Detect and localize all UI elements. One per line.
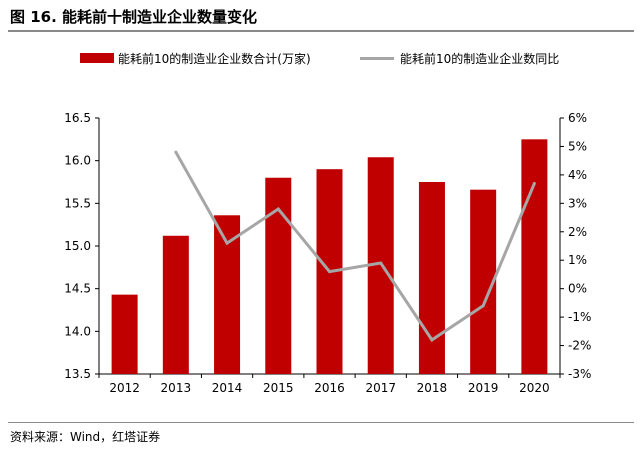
- y-left-tick-label: 15.5: [64, 196, 91, 210]
- y-left-tick-label: 14.5: [64, 282, 91, 296]
- line-point: [430, 338, 434, 342]
- x-tick-label: 2017: [365, 381, 396, 395]
- x-tick-label: 2019: [468, 381, 499, 395]
- line-point: [379, 261, 383, 265]
- line-series-yoy: [174, 151, 536, 342]
- bar: [418, 182, 445, 374]
- legend-label-line: 能耗前10的制造业企业数同比: [400, 52, 560, 66]
- y-left-tick-label: 14.0: [64, 324, 91, 338]
- y-left-tick-label: 15.0: [64, 239, 91, 253]
- bar: [521, 139, 548, 374]
- title-divider: [8, 30, 634, 32]
- line-point: [276, 207, 280, 211]
- legend-swatch-bar: [80, 53, 114, 63]
- x-tick-label: 2012: [109, 381, 140, 395]
- line-point: [174, 150, 178, 154]
- y-right-tick-label: 0%: [568, 282, 587, 296]
- figure-title: 图 16. 能耗前十制造业企业数量变化: [10, 8, 258, 26]
- source-divider: [8, 422, 634, 423]
- source-note: 资料来源：Wind，红塔证券: [10, 430, 161, 444]
- bar: [214, 215, 241, 374]
- y-right-tick-label: 2%: [568, 225, 587, 239]
- y-right-tick-label: 4%: [568, 168, 587, 182]
- y-left-tick-label: 16.5: [64, 111, 91, 125]
- line-point: [532, 181, 536, 185]
- y-right-tick-label: 6%: [568, 111, 587, 125]
- y-right-tick-label: 1%: [568, 253, 587, 267]
- legend-swatch-line: [360, 57, 394, 60]
- x-tick-label: 2020: [519, 381, 550, 395]
- y-right-tick-label: -2%: [568, 339, 591, 353]
- x-tick-label: 2015: [263, 381, 294, 395]
- x-tick-label: 2018: [417, 381, 448, 395]
- x-tick-label: 2013: [161, 381, 192, 395]
- x-tick-label: 2014: [212, 381, 243, 395]
- line-point: [225, 241, 229, 245]
- line-point: [481, 304, 485, 308]
- y-right-tick-label: 3%: [568, 196, 587, 210]
- y-left-tick-label: 13.5: [64, 367, 91, 381]
- y-right-tick-label: -1%: [568, 310, 591, 324]
- bar: [265, 177, 292, 374]
- line-point: [328, 270, 331, 274]
- bar: [162, 235, 189, 374]
- y-left-tick-label: 16.0: [64, 154, 91, 168]
- y-right-tick-label: -3%: [568, 367, 591, 381]
- x-tick-label: 2016: [314, 381, 345, 395]
- bar: [111, 294, 138, 374]
- legend-label-bar: 能耗前10的制造业企业数合计(万家): [118, 52, 311, 66]
- y-right-tick-label: 5%: [568, 139, 587, 153]
